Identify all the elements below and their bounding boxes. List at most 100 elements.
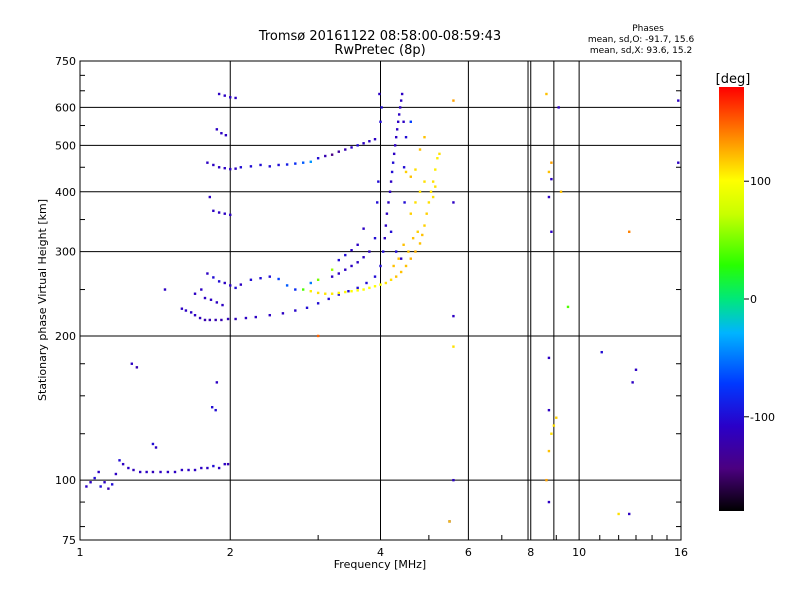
phase-x-stats: mean, sd,X: 93.6, 15.2 [590,46,692,56]
echo-point [234,317,237,321]
echo-point [145,470,148,474]
echo-point [212,464,215,468]
phase-colorbar [719,87,744,511]
echo-point [138,470,142,474]
echo-point [193,313,197,317]
grid-lines [80,61,681,540]
echo-point [350,264,353,268]
echo-point [184,309,188,312]
echo-point [294,162,297,165]
echo-point [223,94,226,97]
y-tick-label: 400 [55,186,76,199]
echo-point [121,462,125,466]
echo-point [373,137,377,141]
echo-point [151,470,155,474]
echo-point [550,230,553,233]
echo-point [154,446,158,449]
echo-point [226,462,230,466]
echo-point [208,318,212,322]
echo-point [617,512,620,516]
echo-point [135,366,139,369]
x-tick-label: 6 [465,546,472,559]
echo-point [356,261,359,264]
axis-ticks: 1 2 4 6 8 10 16 75 100 200 300 400 500 600 750 [55,55,688,559]
echo-point [210,406,214,409]
echo-point [356,289,359,292]
echo-point [436,157,439,160]
echo-point [215,128,219,131]
echo-point [547,170,551,174]
echo-point [403,201,406,204]
echo-point [285,284,289,287]
echo-point [97,470,100,474]
echo-point [212,276,215,279]
echo-point [337,150,341,153]
echo-point [301,288,305,291]
x-tick-label: 16 [674,546,688,559]
echo-point [180,307,184,310]
echo-point [337,291,341,295]
echo-point [628,512,631,516]
echo-point [316,157,320,160]
echo-point [239,166,243,169]
echo-point [249,278,253,281]
echo-point [431,180,435,183]
echo-point [414,201,417,204]
echo-point [316,278,320,281]
echo-point [229,167,232,171]
colorbar-tick-label: 100 [750,175,771,188]
echo-point [431,195,435,199]
echo-point [239,283,243,286]
echo-point [600,350,603,354]
echo-point [555,416,558,419]
echo-point [362,288,365,291]
echo-point [373,275,377,278]
echo-point [452,345,455,348]
echo-point [368,140,371,143]
colorbar-tick-label: -100 [750,411,775,424]
echo-point [212,163,215,167]
echo-point [400,92,404,96]
echo-point [350,249,353,252]
echo-point [305,306,309,309]
x-tick-label: 1 [77,546,84,559]
echo-point [200,288,203,291]
echo-point [294,309,297,312]
x-axis-label: Frequency [MHz] [334,558,426,571]
echo-point [114,472,118,476]
echo-point [395,128,399,131]
echo-point [407,250,410,253]
echo-point [132,468,135,472]
echo-point [547,408,551,412]
echo-point [206,161,209,164]
echo-point [387,201,390,204]
echo-point [418,190,422,193]
echo-point [404,135,408,139]
y-tick-label: 600 [55,101,76,114]
chart-title: Tromsø 20161122 08:58:00-08:59:43 [258,29,501,44]
echo-point [384,281,388,285]
echo-point [423,224,426,227]
echo-point [234,286,237,290]
x-tick-label: 4 [377,546,384,559]
echo-point [85,485,88,488]
echo-point [127,466,130,470]
echo-point [224,133,228,137]
echo-point [368,286,371,290]
echo-point [389,278,393,281]
echo-point [316,291,320,295]
echo-point [362,227,365,230]
phase-o-stats: mean, sd,O: -91.7, 15.6 [588,35,695,45]
echo-point [159,470,162,474]
x-tick-label: 8 [527,546,534,559]
echo-point [425,212,428,215]
echo-point [628,230,631,233]
y-tick-label: 750 [55,55,76,68]
echo-point [294,288,297,291]
echo-point [547,356,551,360]
echo-point [268,313,271,317]
echo-point [203,318,207,322]
echo-point [414,250,417,253]
echo-point [547,500,551,504]
